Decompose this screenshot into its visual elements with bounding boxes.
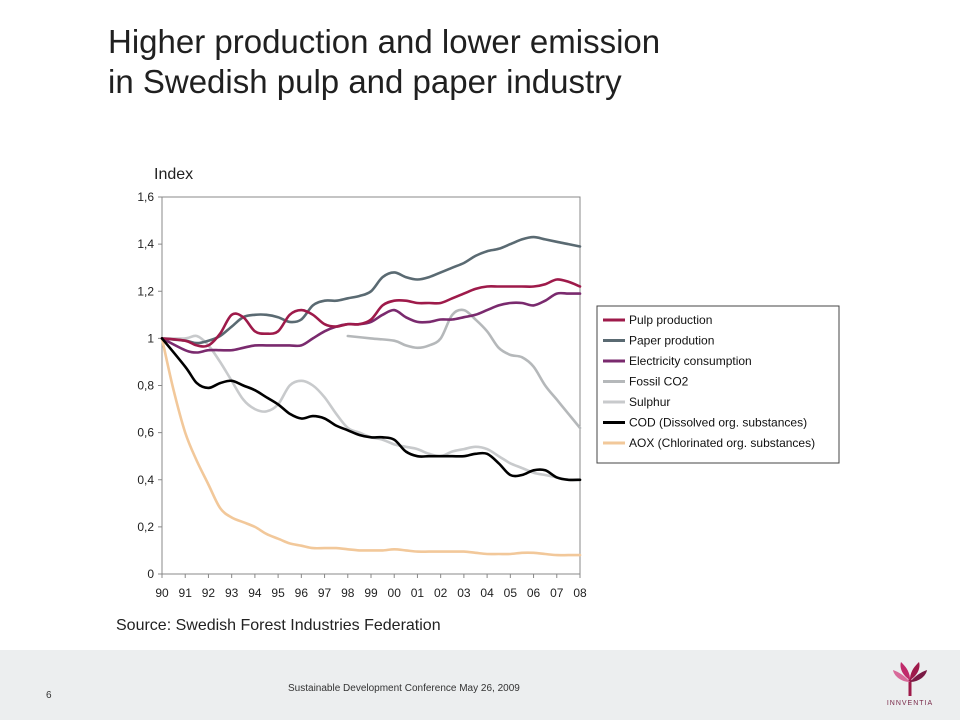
source-note: Source: Swedish Forest Industries Federa… xyxy=(116,617,441,634)
y-tick-label: 0,6 xyxy=(137,426,154,440)
x-tick-label: 92 xyxy=(202,586,216,600)
x-tick-label: 94 xyxy=(248,586,262,600)
series-line-electricity-consumption xyxy=(160,291,582,354)
series-line-cod-dissolved-org-substances xyxy=(160,337,582,482)
x-tick-label: 03 xyxy=(457,586,471,600)
x-tick-label: 08 xyxy=(573,586,587,600)
x-tick-label: 02 xyxy=(434,586,448,600)
x-tick-label: 05 xyxy=(504,586,518,600)
y-tick-label: 1,6 xyxy=(137,190,154,204)
y-tick-label: 1,2 xyxy=(137,284,154,298)
title-line-1: Higher production and lower emission xyxy=(108,23,661,60)
legend-label: Electricity consumption xyxy=(629,354,752,368)
x-tick-label: 90 xyxy=(155,586,169,600)
x-tick-label: 99 xyxy=(364,586,378,600)
series-line-sulphur xyxy=(160,334,582,482)
legend-box xyxy=(596,305,840,464)
y-tick-label: 0 xyxy=(147,567,154,581)
legend-label: Sulphur xyxy=(629,395,670,409)
x-tick-label: 01 xyxy=(411,586,425,600)
page-number: 6 xyxy=(46,690,52,701)
innventia-logo: INNVENTIA xyxy=(885,660,945,710)
logo-wordmark: INNVENTIA xyxy=(886,700,934,707)
x-tick-label: 93 xyxy=(225,586,239,600)
slide-title: Higher production and lower emission in … xyxy=(108,22,868,102)
x-tick-label: 98 xyxy=(341,586,355,600)
x-tick-label: 95 xyxy=(271,586,285,600)
x-tick-label: 91 xyxy=(179,586,193,600)
legend-label: Fossil CO2 xyxy=(629,375,689,389)
logo-mark-icon xyxy=(893,662,927,696)
footer-band xyxy=(0,650,960,720)
x-tick-label: 04 xyxy=(480,586,494,600)
plot-area-frame xyxy=(161,196,581,575)
x-tick-label: 97 xyxy=(318,586,332,600)
x-tick-label: 00 xyxy=(388,586,402,600)
series-line-pulp-production xyxy=(160,278,582,348)
footer-text: Sustainable Development Conference May 2… xyxy=(288,683,520,694)
legend-label: COD (Dissolved org. substances) xyxy=(629,416,807,430)
line-chart: Index 0 0,2 0,4 0,6 0,8 1 1,2 1,4 1,6 90 91 92 93 94 95… xyxy=(137,166,840,600)
y-tick-label: 0,4 xyxy=(137,473,154,487)
legend-label: Paper prodution xyxy=(629,334,714,348)
y-tick-label: 1,4 xyxy=(137,237,154,251)
y-tick-label: 1 xyxy=(147,331,154,345)
title-line-2: in Swedish pulp and paper industry xyxy=(108,63,622,100)
x-tick-label: 07 xyxy=(550,586,564,600)
y-tick-label: 0,2 xyxy=(137,520,154,534)
legend-label: AOX (Chlorinated org. substances) xyxy=(629,436,815,450)
x-tick-label: 06 xyxy=(527,586,541,600)
series-line-aox-chlorinated-org-substances xyxy=(160,337,582,557)
y-tick-label: 0,8 xyxy=(137,379,154,393)
series-line-fossil-co2 xyxy=(346,308,582,430)
x-tick-label: 96 xyxy=(295,586,309,600)
legend-label: Pulp production xyxy=(629,313,712,327)
y-axis-label: Index xyxy=(154,166,193,183)
